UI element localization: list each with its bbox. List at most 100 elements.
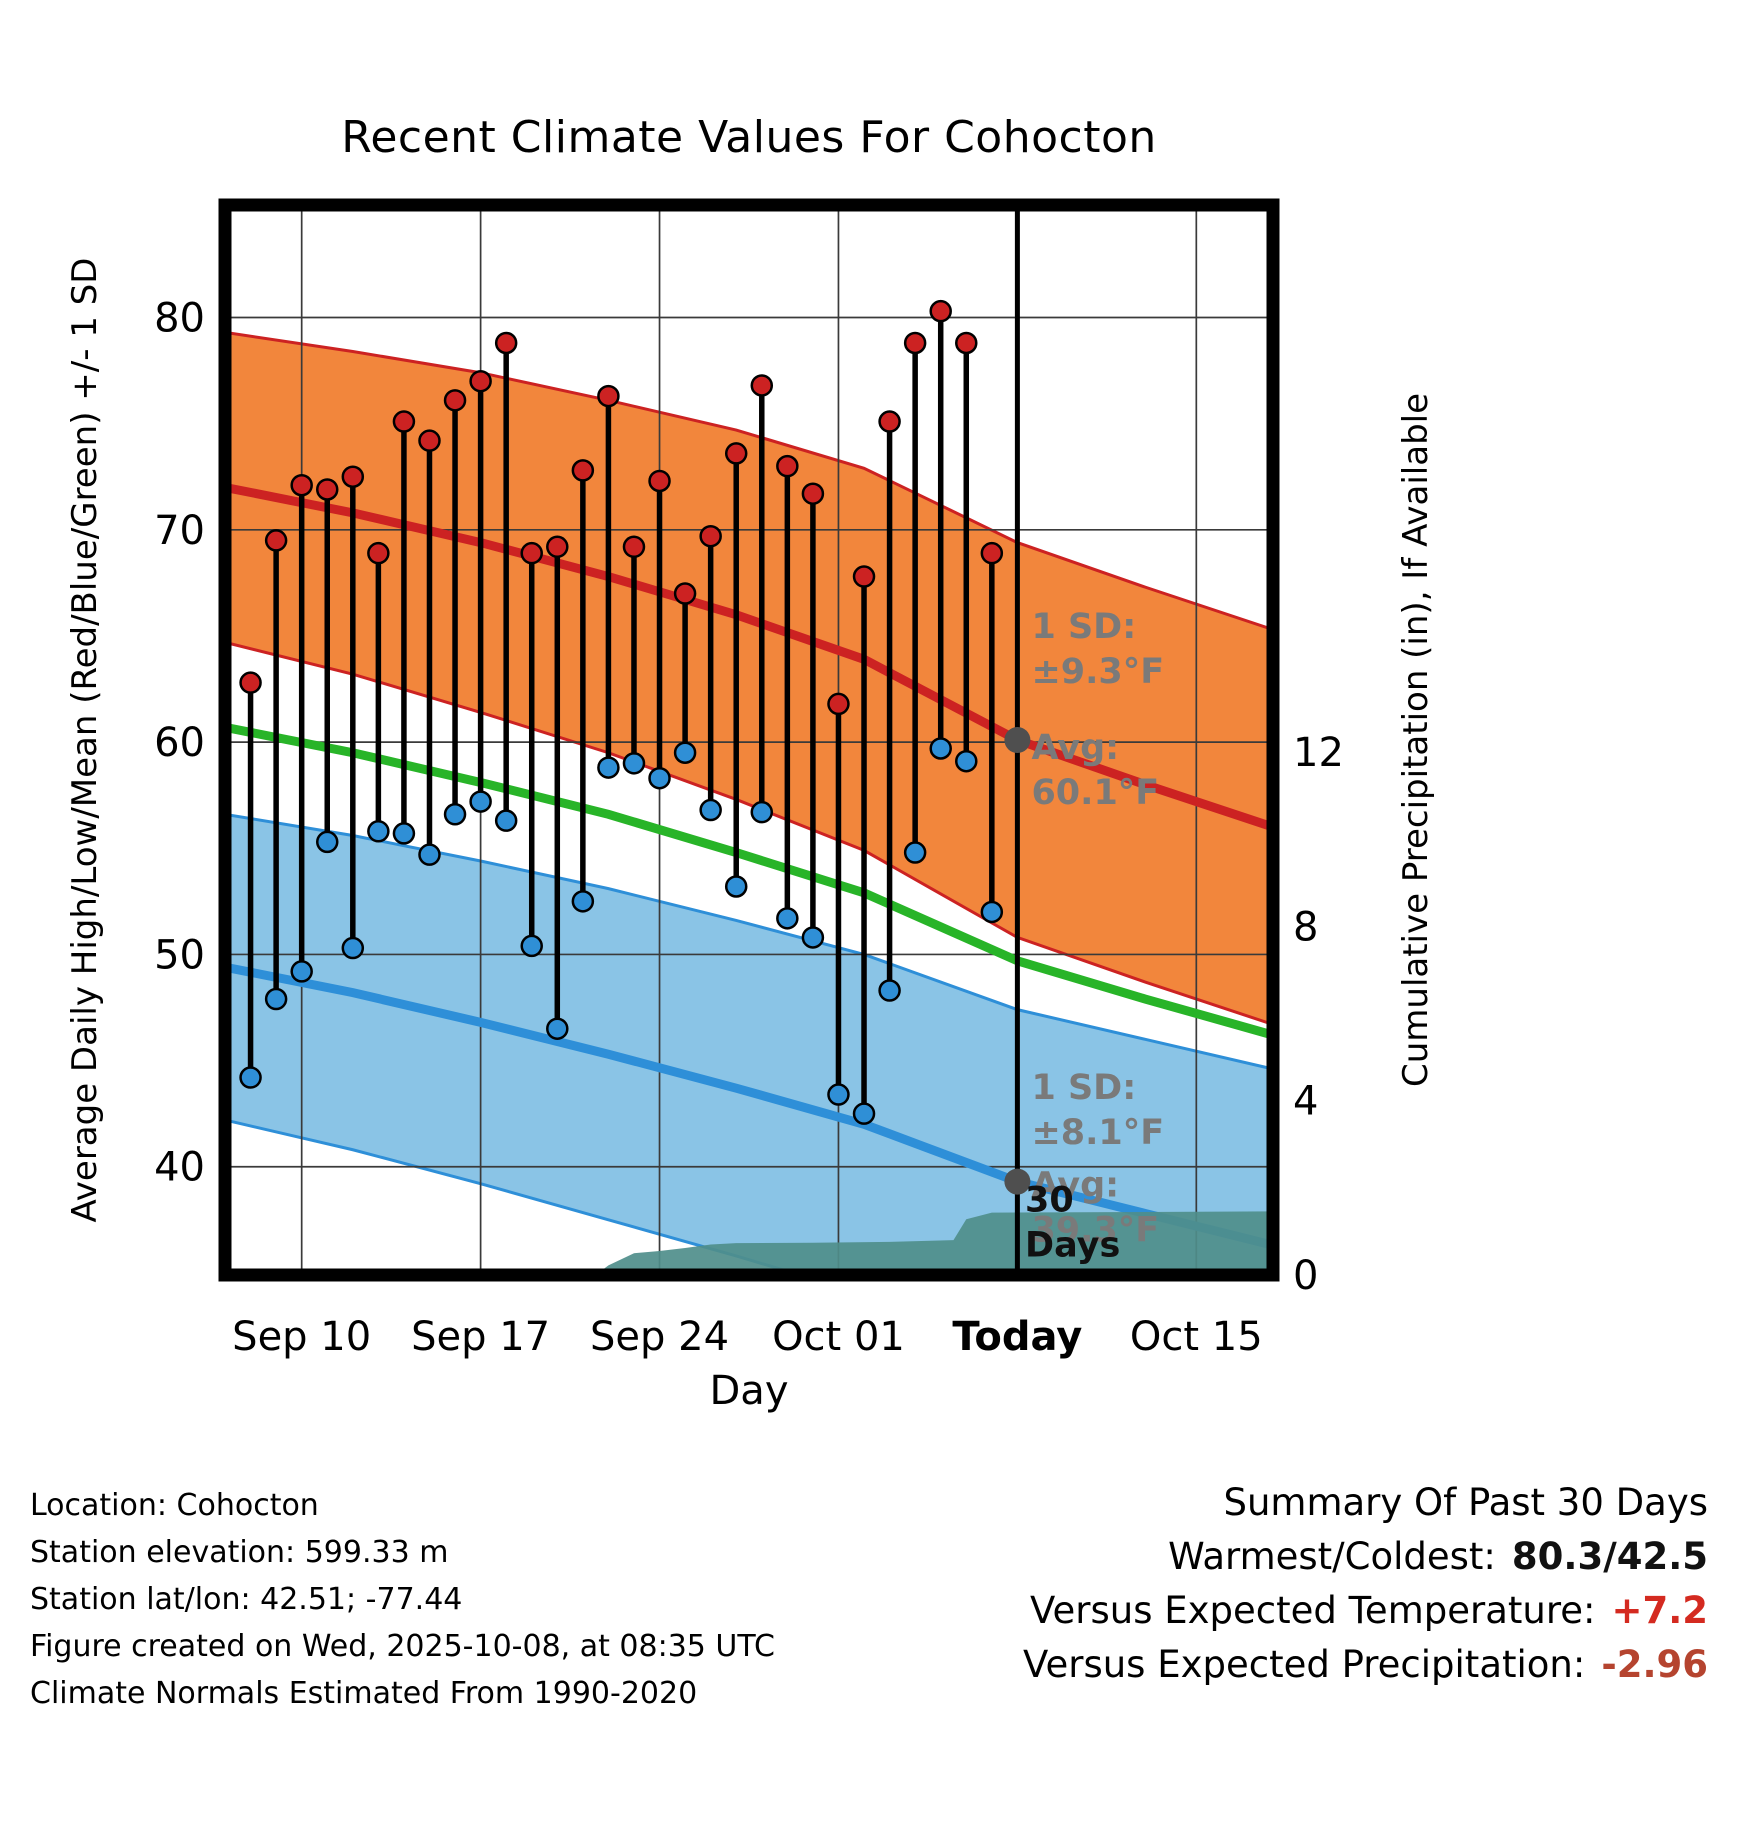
daily-high-dot <box>724 442 748 465</box>
daily-low-dot <box>290 960 313 983</box>
daily-low-dot <box>724 875 748 898</box>
temp-tick-label: 40 <box>154 1145 205 1191</box>
x-tick-label: Sep 17 <box>411 1314 550 1360</box>
daily-low-dot <box>520 934 543 958</box>
chart-annotation: Days <box>1025 1225 1120 1265</box>
figure-footer: Location: Cohocton Station elevation: 59… <box>30 1482 775 1717</box>
daily-low-dot <box>264 987 288 1011</box>
daily-low-dot <box>494 809 518 832</box>
daily-low-dot <box>827 1083 850 1106</box>
precip-tick-label: 8 <box>1293 904 1318 950</box>
summary-row-temp-anomaly: Versus Expected Temperature: +7.2 <box>1023 1584 1708 1638</box>
daily-low-dot <box>980 900 1004 924</box>
summary-row-warmest-coldest: Warmest/Coldest: 80.3/42.5 <box>1023 1530 1708 1584</box>
warmest-coldest-value: 80.3/42.5 <box>1511 1535 1708 1578</box>
today-avg-marker <box>1004 1168 1031 1195</box>
summary-panel: Summary Of Past 30 Days Warmest/Coldest:… <box>1023 1476 1708 1692</box>
daily-high-dot <box>852 565 876 588</box>
chart-annotation: 1 SD: <box>1031 607 1136 647</box>
x-tick-label: Sep 24 <box>590 1314 729 1360</box>
plot-frame <box>218 198 1280 1282</box>
summary-heading: Summary Of Past 30 Days <box>1223 1481 1708 1524</box>
daily-low-dot <box>341 936 365 960</box>
daily-high-dot <box>239 671 262 694</box>
daily-low-dot <box>776 907 799 930</box>
right-axis-label: Cumulative Precipitation (in), If Availa… <box>1396 392 1436 1088</box>
chart-annotation: ±8.1°F <box>1031 1113 1164 1153</box>
daily-high-dot <box>827 692 850 716</box>
precip-anomaly-value: -2.96 <box>1601 1643 1708 1686</box>
daily-high-dot <box>290 473 313 497</box>
daily-low-dot <box>622 752 646 775</box>
daily-high-dot <box>648 469 671 493</box>
daily-low-dot <box>878 979 901 1002</box>
warmest-coldest-label: Warmest/Coldest: <box>1168 1535 1496 1578</box>
precip-tick-label: 0 <box>1293 1253 1318 1299</box>
x-tick-label: Oct 15 <box>1130 1314 1263 1360</box>
daily-observations <box>239 299 1004 1125</box>
daily-low-dot <box>699 798 722 822</box>
footer-latlon: Station lat/lon: 42.51; -77.44 <box>30 1582 463 1617</box>
daily-high-dot <box>341 465 365 488</box>
daily-high-dot <box>622 535 646 559</box>
footer-created: Figure created on Wed, 2025-10-08, at 08… <box>30 1629 775 1664</box>
daily-low-dot <box>597 756 620 779</box>
footer-location: Location: Cohocton <box>30 1488 319 1523</box>
daily-low-dot <box>673 741 697 764</box>
daily-high-dot <box>469 369 492 393</box>
daily-high-dot <box>929 299 952 323</box>
daily-high-dot <box>418 429 441 452</box>
left-axis-label: Average Daily High/Low/Mean (Red/Blue/Gr… <box>65 257 105 1223</box>
x-axis-label: Day <box>709 1368 789 1414</box>
daily-low-dot <box>648 766 671 790</box>
daily-high-dot <box>520 541 543 565</box>
daily-low-dot <box>315 830 339 854</box>
daily-low-dot <box>955 749 978 773</box>
temp-tick-label: 60 <box>154 720 205 766</box>
footer-normals: Climate Normals Estimated From 1990-2020 <box>30 1676 698 1711</box>
daily-high-dot <box>699 524 722 548</box>
daily-low-dot <box>546 1017 569 1040</box>
daily-high-dot <box>443 389 467 412</box>
footer-elevation: Station elevation: 599.33 m <box>30 1535 449 1570</box>
plot-line-layers <box>225 482 1273 1275</box>
chart-annotation: 30 <box>1025 1180 1074 1220</box>
daily-high-dot <box>955 331 978 355</box>
daily-high-dot <box>878 410 901 433</box>
daily-low-dot <box>750 800 774 824</box>
chart-annotation: Avg: <box>1031 728 1119 768</box>
daily-low-dot <box>469 790 492 813</box>
daily-low-dot <box>367 820 390 843</box>
temp-tick-label: 80 <box>154 296 205 342</box>
x-tick-label: Oct 01 <box>772 1314 905 1360</box>
daily-low-dot <box>852 1102 876 1125</box>
temp-tick-label: 70 <box>154 508 205 554</box>
summary-row-precip-anomaly: Versus Expected Precipitation: -2.96 <box>1023 1638 1708 1692</box>
daily-high-dot <box>571 459 595 482</box>
daily-low-dot <box>929 737 952 760</box>
chart-annotation: Avg: <box>1031 1165 1119 1205</box>
daily-high-dot <box>903 331 927 355</box>
daily-high-dot <box>264 529 288 552</box>
daily-high-dot <box>546 535 569 559</box>
precip-tick-label: 12 <box>1293 730 1344 776</box>
daily-high-dot <box>392 410 416 433</box>
precip-area <box>595 1211 1273 1275</box>
precip-tick-label: 4 <box>1293 1079 1318 1125</box>
precip-anomaly-label: Versus Expected Precipitation: <box>1023 1643 1586 1686</box>
x-tick-label: Sep 10 <box>232 1314 371 1360</box>
temp-anomaly-value: +7.2 <box>1611 1589 1708 1632</box>
chart-annotation: 1 SD: <box>1031 1068 1136 1108</box>
daily-low-dot <box>418 843 441 866</box>
daily-low-dot <box>443 803 467 826</box>
x-tick-label: Today <box>952 1314 1082 1360</box>
chart-annotation: 60.1°F <box>1031 773 1159 813</box>
low-avg-line <box>225 962 1273 1250</box>
daily-high-dot <box>367 541 390 565</box>
daily-low-dot <box>392 822 416 845</box>
today-avg-marker <box>1004 727 1031 753</box>
daily-high-dot <box>776 454 799 478</box>
temp-tick-label: 50 <box>154 932 205 978</box>
daily-low-dot <box>571 890 595 913</box>
